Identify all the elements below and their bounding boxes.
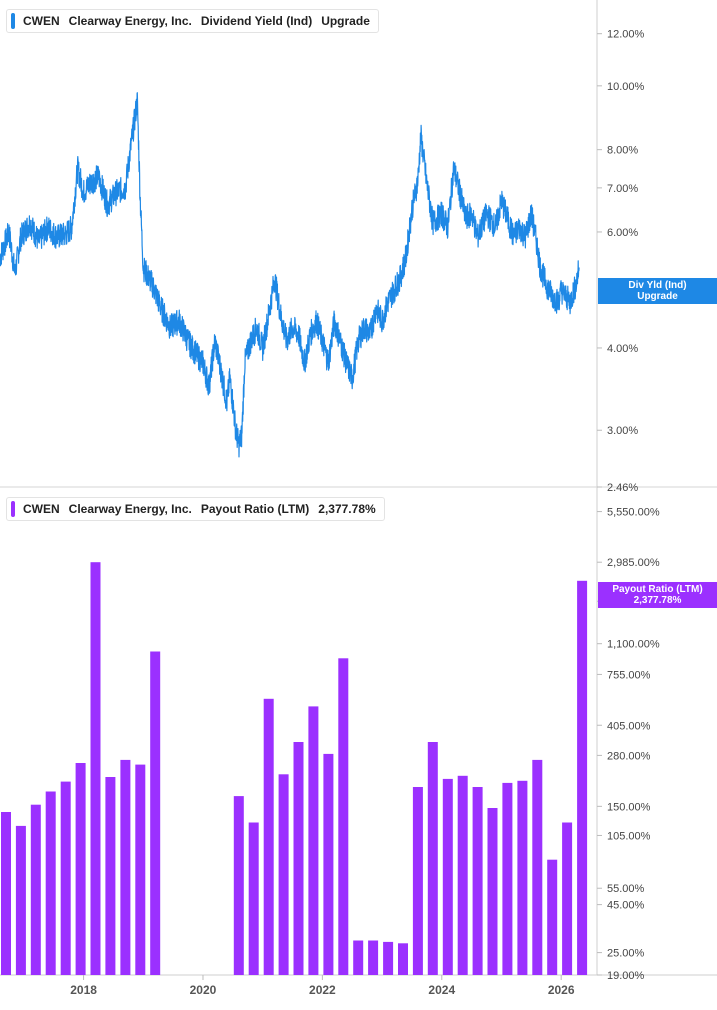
payout-bar-21 [383, 941, 394, 975]
current-payout-flag: Payout Ratio (LTM) 2,377.78% [598, 582, 717, 608]
payout-bar-3 [45, 791, 56, 975]
payout-bar-1 [15, 825, 26, 975]
legend-bottom-value: 2,377.78% [318, 502, 376, 516]
payout-bar-15 [293, 742, 304, 975]
legend-bottom[interactable]: CWEN Clearway Energy, Inc. Payout Ratio … [6, 497, 385, 521]
payout-bar-16 [308, 706, 319, 975]
legend-bottom-ticker: CWEN [23, 502, 60, 516]
payout-y-tick-label-7: 150.00% [607, 801, 651, 813]
payout-bar-32 [547, 859, 558, 975]
x-tick-label-3: 2024 [428, 983, 455, 997]
yield-y-tick-label-6: 3.00% [607, 425, 638, 437]
payout-bar-9 [135, 764, 146, 975]
current-yield-flag-label: Div Yld (Ind) [628, 280, 687, 291]
x-tick-label-2: 2022 [309, 983, 336, 997]
legend-bottom-metric: Payout Ratio (LTM) [200, 502, 310, 516]
payout-y-tick-label-1: 2,985.00% [607, 557, 660, 569]
legend-top-ticker: CWEN [23, 14, 60, 28]
x-tick-label-1: 2020 [190, 983, 217, 997]
payout-y-tick-label-6: 280.00% [607, 750, 651, 762]
payout-bar-10 [150, 651, 161, 975]
payout-bar-27 [472, 787, 483, 975]
yield-y-tick-label-1: 10.00% [607, 81, 645, 93]
payout-bar-17 [323, 753, 334, 975]
yield-series-line [0, 92, 580, 458]
legend-bottom-company: Clearway Energy, Inc. [68, 502, 192, 516]
payout-bar-7 [105, 777, 116, 975]
current-yield-flag: Div Yld (Ind) Upgrade [598, 278, 717, 304]
payout-bar-8 [120, 759, 131, 975]
legend-top-value[interactable]: Upgrade [321, 14, 370, 28]
payout-bar-25 [442, 778, 453, 975]
payout-y-tick-label-0: 5,550.00% [607, 507, 660, 519]
payout-y-tick-label-8: 105.00% [607, 830, 651, 842]
legend-top[interactable]: CWEN Clearway Energy, Inc. Dividend Yiel… [6, 9, 379, 33]
legend-top-swatch [11, 13, 15, 29]
payout-bar-19 [353, 940, 364, 975]
payout-bar-34 [577, 580, 588, 975]
current-yield-flag-value[interactable]: Upgrade [637, 291, 678, 302]
payout-bar-30 [517, 780, 528, 975]
payout-bar-0 [1, 812, 11, 975]
payout-bar-20 [368, 940, 379, 975]
yield-y-tick-label-0: 12.00% [607, 29, 645, 41]
payout-bar-23 [412, 787, 423, 975]
payout-bar-24 [427, 742, 438, 975]
payout-bar-13 [263, 698, 274, 975]
payout-bar-14 [278, 774, 289, 975]
payout-y-tick-label-3: 1,100.00% [607, 639, 660, 651]
payout-y-tick-label-12: 19.00% [607, 970, 645, 982]
x-tick-label-4: 2026 [548, 983, 575, 997]
payout-y-tick-label-4: 755.00% [607, 669, 651, 681]
yield-y-tick-label-5: 4.00% [607, 343, 638, 355]
yield-y-tick-label-3: 7.00% [607, 183, 638, 195]
payout-bar-29 [502, 782, 513, 975]
legend-bottom-swatch [11, 501, 15, 517]
payout-bar-12 [248, 822, 259, 975]
payout-y-tick-label-5: 405.00% [607, 720, 651, 732]
payout-bar-22 [398, 943, 408, 975]
payout-bar-2 [30, 804, 41, 975]
yield-y-tick-label-4: 6.00% [607, 227, 638, 239]
payout-bar-4 [60, 781, 71, 975]
yield-y-tick-label-7: 2.46% [607, 482, 638, 494]
current-payout-flag-label: Payout Ratio (LTM) [612, 584, 703, 595]
payout-y-tick-label-9: 55.00% [607, 883, 645, 895]
legend-top-company: Clearway Energy, Inc. [68, 14, 192, 28]
x-tick-label-0: 2018 [70, 983, 97, 997]
payout-bar-18 [338, 658, 349, 975]
payout-bar-28 [487, 808, 498, 975]
current-payout-flag-value: 2,377.78% [633, 595, 682, 606]
payout-bar-6 [90, 562, 101, 975]
payout-bar-26 [457, 775, 468, 975]
payout-y-tick-label-11: 25.00% [607, 948, 645, 960]
legend-top-metric: Dividend Yield (Ind) [200, 14, 313, 28]
payout-bar-11 [233, 796, 244, 975]
payout-bar-5 [75, 763, 86, 975]
payout-y-tick-label-10: 45.00% [607, 900, 645, 912]
yield-y-tick-label-2: 8.00% [607, 145, 638, 157]
payout-bar-31 [532, 759, 543, 975]
payout-bar-33 [562, 822, 573, 975]
